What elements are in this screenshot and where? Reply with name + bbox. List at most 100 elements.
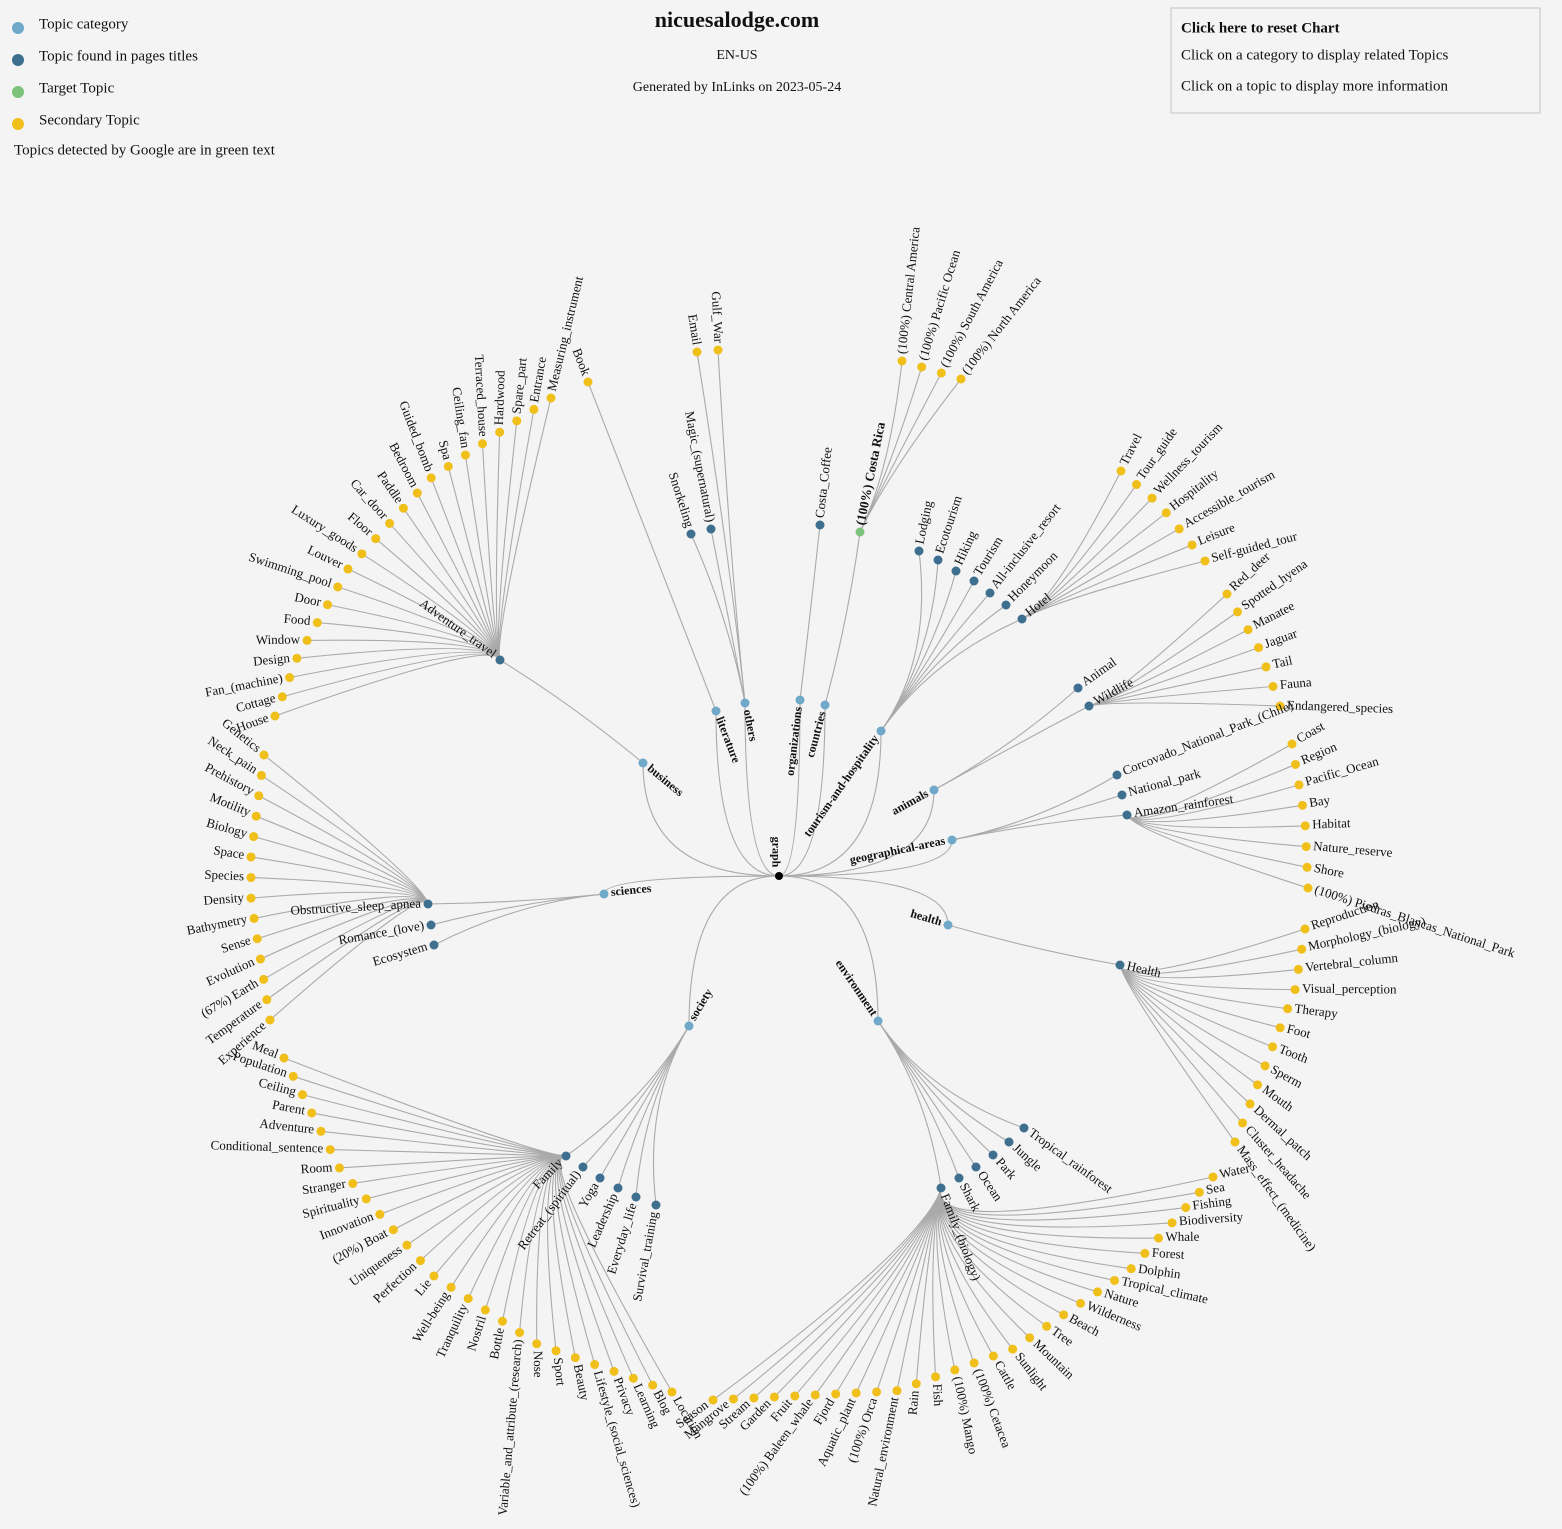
secondary-topic[interactable] <box>323 600 333 610</box>
secondary-topic[interactable] <box>1233 607 1243 617</box>
category-node[interactable] <box>876 726 886 736</box>
secondary-topic[interactable] <box>1254 643 1264 653</box>
secondary-topic[interactable] <box>1301 842 1311 852</box>
category-node[interactable] <box>947 835 957 845</box>
secondary-topic[interactable] <box>1302 862 1312 872</box>
secondary-topic[interactable] <box>609 1366 619 1376</box>
secondary-topic[interactable] <box>667 1387 677 1397</box>
secondary-topic[interactable] <box>285 673 295 683</box>
secondary-topic[interactable] <box>1194 1187 1204 1197</box>
page-topic[interactable] <box>429 940 439 950</box>
page-topic[interactable] <box>1084 701 1094 711</box>
secondary-topic[interactable] <box>316 1126 326 1136</box>
secondary-topic[interactable] <box>790 1391 800 1401</box>
page-topic[interactable] <box>1117 790 1127 800</box>
secondary-topic[interactable] <box>307 1108 317 1118</box>
page-topic[interactable] <box>954 1173 964 1183</box>
secondary-topic[interactable] <box>628 1373 638 1383</box>
secondary-topic[interactable] <box>551 1346 561 1356</box>
page-topic[interactable] <box>1019 1123 1029 1133</box>
secondary-topic[interactable] <box>931 1372 941 1382</box>
secondary-topic[interactable] <box>256 770 266 780</box>
secondary-topic[interactable] <box>590 1360 600 1370</box>
secondary-topic[interactable] <box>1260 1061 1270 1071</box>
secondary-topic[interactable] <box>988 1351 998 1361</box>
secondary-topic[interactable] <box>495 427 505 437</box>
page-topic[interactable] <box>561 1151 571 1161</box>
secondary-topic[interactable] <box>255 954 265 964</box>
page-topic[interactable] <box>988 1150 998 1160</box>
secondary-topic[interactable] <box>810 1390 820 1400</box>
secondary-topic[interactable] <box>911 1379 921 1389</box>
secondary-topic[interactable] <box>583 377 593 387</box>
secondary-topic[interactable] <box>512 416 522 426</box>
page-topic[interactable] <box>426 920 436 930</box>
page-topic[interactable] <box>631 1192 641 1202</box>
secondary-topic[interactable] <box>357 549 367 559</box>
secondary-topic[interactable] <box>728 1394 738 1404</box>
category-node[interactable] <box>740 698 750 708</box>
secondary-topic[interactable] <box>1042 1321 1052 1331</box>
secondary-topic[interactable] <box>1261 662 1271 672</box>
secondary-topic[interactable] <box>246 852 256 862</box>
page-topic[interactable] <box>651 1200 661 1210</box>
secondary-topic[interactable] <box>463 1294 473 1304</box>
secondary-topic[interactable] <box>279 1053 289 1063</box>
secondary-topic[interactable] <box>246 893 256 903</box>
secondary-topic[interactable] <box>402 1240 412 1250</box>
category-node[interactable] <box>711 706 721 716</box>
secondary-topic[interactable] <box>1238 1118 1248 1128</box>
secondary-topic[interactable] <box>917 362 927 372</box>
category-node[interactable] <box>943 920 953 930</box>
category-node[interactable] <box>873 1016 883 1026</box>
secondary-topic[interactable] <box>497 1316 507 1326</box>
secondary-topic[interactable] <box>297 1090 307 1100</box>
secondary-topic[interactable] <box>1230 1137 1240 1147</box>
secondary-topic[interactable] <box>749 1393 759 1403</box>
secondary-topic[interactable] <box>1059 1310 1069 1320</box>
page-topic[interactable] <box>706 524 716 534</box>
category-node[interactable] <box>929 785 939 795</box>
secondary-topic[interactable] <box>398 503 408 513</box>
secondary-topic[interactable] <box>831 1389 841 1399</box>
secondary-topic[interactable] <box>1300 924 1310 934</box>
secondary-topic[interactable] <box>1153 1233 1163 1243</box>
secondary-topic[interactable] <box>259 974 269 984</box>
secondary-topic[interactable] <box>302 635 312 645</box>
page-topic[interactable] <box>1073 683 1083 693</box>
secondary-topic[interactable] <box>1283 1004 1293 1014</box>
category-node[interactable] <box>820 700 830 710</box>
secondary-topic[interactable] <box>1025 1333 1035 1343</box>
secondary-topic[interactable] <box>950 1365 960 1375</box>
secondary-topic[interactable] <box>892 1386 902 1396</box>
secondary-topic[interactable] <box>1187 540 1197 550</box>
page-topic[interactable] <box>495 655 505 665</box>
secondary-topic[interactable] <box>343 564 353 574</box>
secondary-topic[interactable] <box>249 913 259 923</box>
secondary-topic[interactable] <box>1181 1203 1191 1213</box>
secondary-topic[interactable] <box>1008 1344 1018 1354</box>
secondary-topic[interactable] <box>288 1071 298 1081</box>
secondary-topic[interactable] <box>1208 1172 1218 1182</box>
secondary-topic[interactable] <box>251 811 261 821</box>
secondary-topic[interactable] <box>246 873 256 883</box>
secondary-topic[interactable] <box>872 1387 882 1397</box>
secondary-topic[interactable] <box>897 356 907 366</box>
secondary-topic[interactable] <box>1243 625 1253 635</box>
secondary-topic[interactable] <box>515 1328 525 1338</box>
secondary-topic[interactable] <box>1126 1264 1136 1274</box>
secondary-topic[interactable] <box>769 1392 779 1402</box>
category-node[interactable] <box>638 758 648 768</box>
secondary-topic[interactable] <box>1222 589 1232 599</box>
secondary-topic[interactable] <box>1294 780 1304 790</box>
secondary-topic[interactable] <box>259 750 269 760</box>
secondary-topic[interactable] <box>460 450 470 460</box>
page-topic[interactable] <box>1122 810 1132 820</box>
secondary-topic[interactable] <box>426 473 436 483</box>
secondary-topic[interactable] <box>252 934 262 944</box>
secondary-topic[interactable] <box>1174 524 1184 534</box>
secondary-topic[interactable] <box>713 345 723 355</box>
secondary-topic[interactable] <box>546 393 556 403</box>
secondary-topic[interactable] <box>265 1015 275 1025</box>
secondary-topic[interactable] <box>388 1225 398 1235</box>
